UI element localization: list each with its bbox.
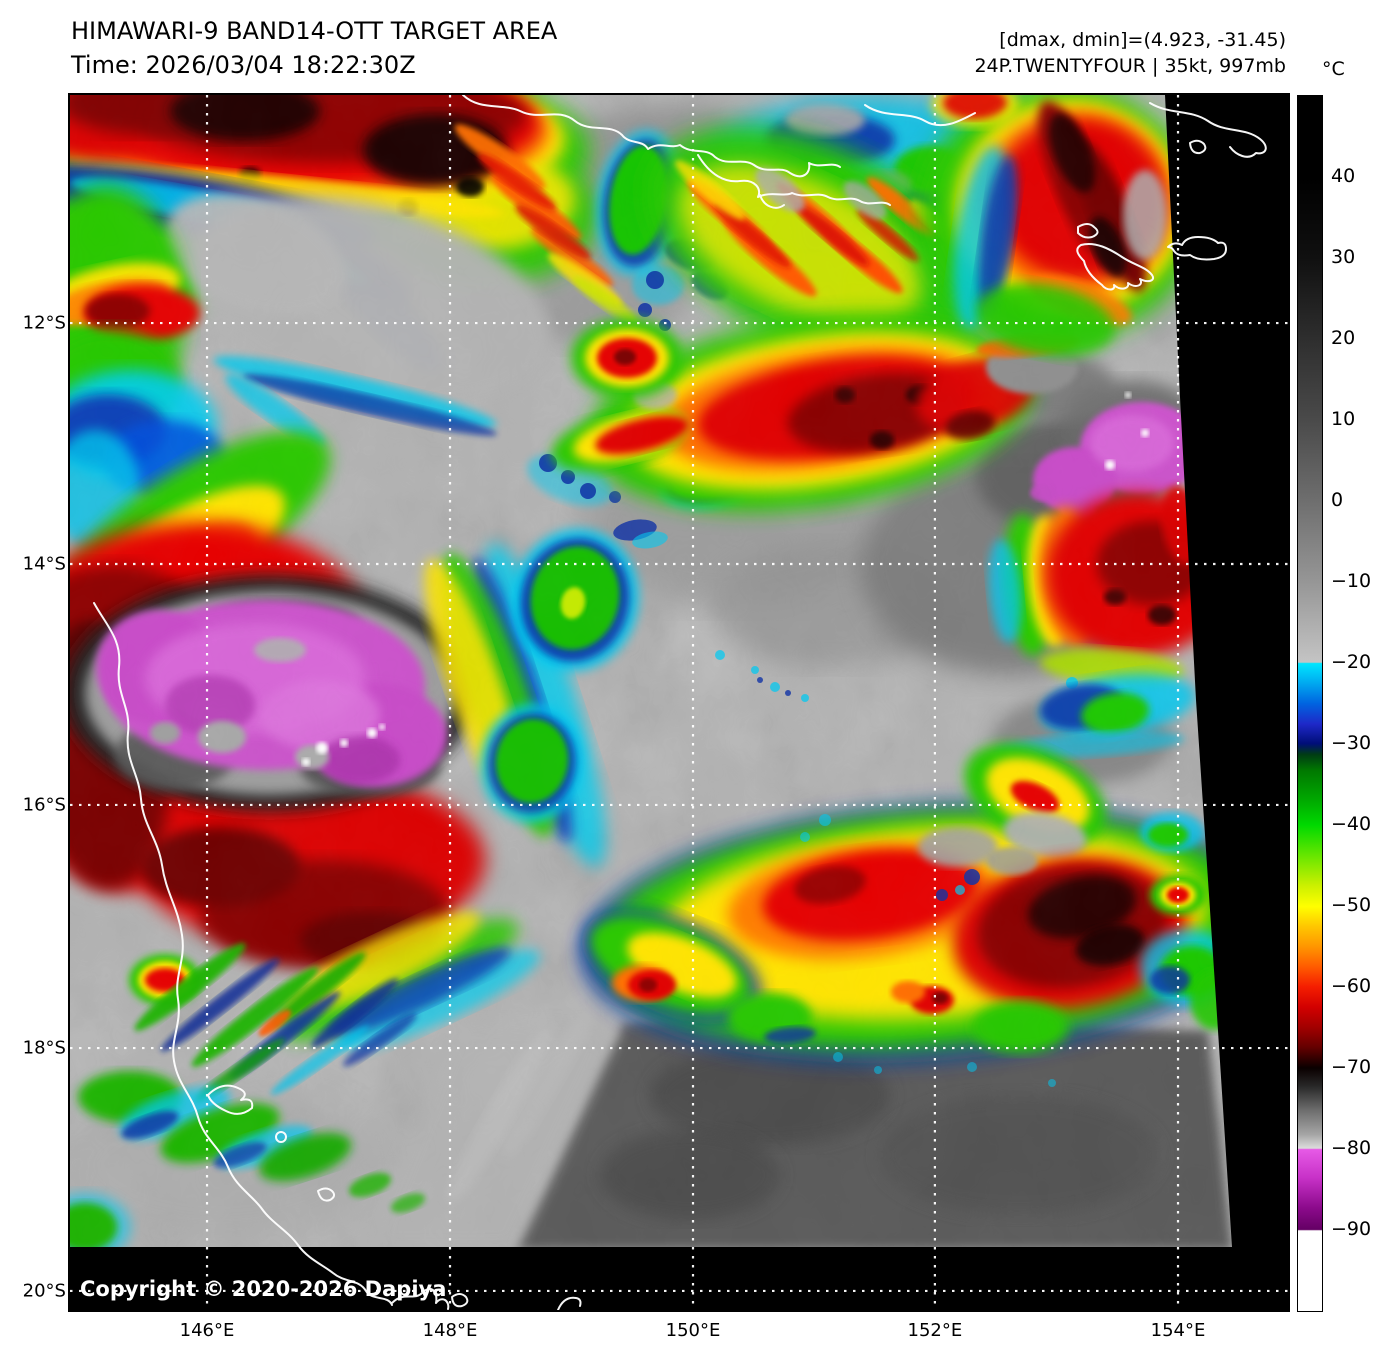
lat-tick-label: 16°S	[22, 794, 66, 816]
colorbar-tick-label: 10	[1331, 408, 1356, 430]
timestamp: Time: 2026/03/04 18:22:30Z	[71, 51, 416, 79]
satellite-map: Copyright © 2020-2026 Dapiya	[68, 93, 1290, 1312]
range-info: [dmax, dmin]=(4.923, -31.45)	[999, 29, 1286, 51]
header-right: [dmax, dmin]=(4.923, -31.45) 24P.TWENTYF…	[974, 27, 1286, 79]
lat-tick-label: 20°S	[22, 1280, 66, 1302]
colorbar-tick-label: −30	[1331, 732, 1372, 754]
colorbar-unit-label: °C	[1322, 58, 1345, 80]
colorbar-tick-label: −70	[1331, 1056, 1372, 1078]
lat-tick-label: 12°S	[22, 312, 66, 334]
colorbar-tick-label: 20	[1331, 327, 1356, 349]
satellite-image	[70, 95, 1288, 1310]
copyright: Copyright © 2020-2026 Dapiya	[80, 1277, 447, 1301]
storm-info: 24P.TWENTYFOUR | 35kt, 997mb	[974, 55, 1286, 77]
lon-tick-label: 154°E	[1150, 1320, 1206, 1341]
lon-tick-label: 148°E	[422, 1320, 478, 1341]
colorbar-tick-label: −60	[1331, 975, 1372, 997]
colorbar-tick-label: −90	[1331, 1218, 1372, 1240]
colorbar-tick-label: −80	[1331, 1137, 1372, 1159]
lon-tick-label: 146°E	[179, 1320, 235, 1341]
page-title: HIMAWARI-9 BAND14-OTT TARGET AREA	[71, 17, 558, 45]
lat-tick-label: 18°S	[22, 1037, 66, 1059]
lat-tick-label: 14°S	[22, 553, 66, 575]
colorbar-tick-label: 0	[1331, 489, 1344, 511]
colorbar	[1297, 95, 1323, 1312]
colorbar-tick-label: 40	[1331, 165, 1356, 187]
colorbar-tick-label: −40	[1331, 813, 1372, 835]
colorbar-ticks: 40 30 20 10 0 −10 −20 −30 −40 −50 −60 −70 −80 −90	[1331, 95, 1388, 1310]
lon-tick-label: 150°E	[665, 1320, 721, 1341]
colorbar-tick-label: −50	[1331, 894, 1372, 916]
coastlines	[93, 95, 1267, 1310]
colorbar-tick-label: −10	[1331, 570, 1372, 592]
lon-tick-label: 152°E	[907, 1320, 963, 1341]
colorbar-gradient	[1298, 96, 1322, 1311]
colorbar-tick-label: 30	[1331, 246, 1356, 268]
colorbar-tick-label: −20	[1331, 651, 1372, 673]
